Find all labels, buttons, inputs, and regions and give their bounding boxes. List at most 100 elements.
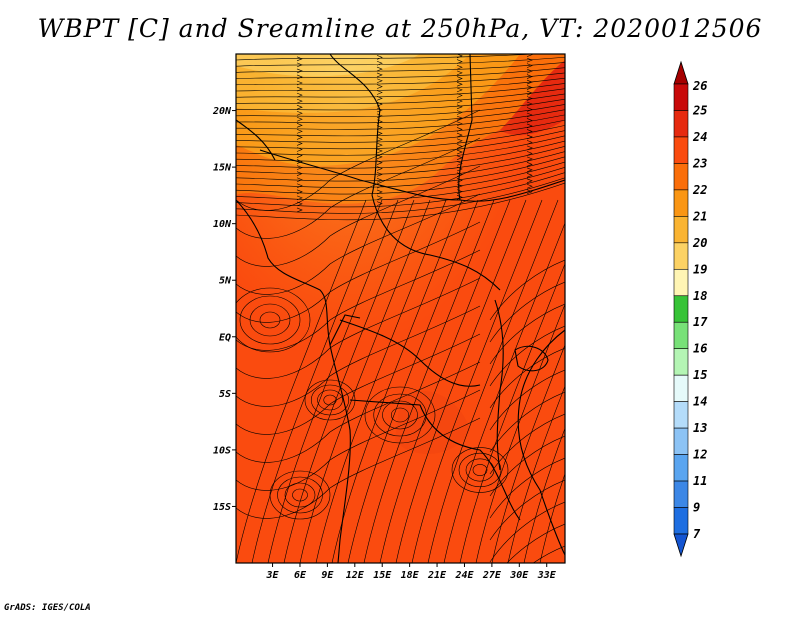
streamline-arrow bbox=[526, 118, 533, 123]
border-sahel bbox=[259, 149, 565, 202]
streamline-arrow bbox=[376, 78, 383, 84]
streamline bbox=[331, 199, 463, 563]
streamline bbox=[489, 413, 565, 475]
streamline bbox=[443, 222, 565, 563]
colorbar-swatch bbox=[673, 136, 689, 164]
colorbar-label: 25 bbox=[692, 103, 707, 117]
colorbar-label: 17 bbox=[693, 315, 708, 329]
streamline-arrow bbox=[376, 166, 383, 171]
colorbar-swatch bbox=[673, 216, 689, 244]
streamline-arrow bbox=[296, 171, 303, 176]
y-tick-label: 10N bbox=[213, 219, 232, 230]
colorbar-swatch bbox=[673, 507, 689, 535]
streamline-arrow bbox=[456, 121, 463, 127]
streamline-arrow bbox=[376, 172, 383, 177]
streamline bbox=[489, 479, 565, 541]
streamline-arrow bbox=[456, 195, 463, 200]
streamline-eddy bbox=[472, 464, 488, 476]
streamline-arrow bbox=[296, 189, 303, 195]
streamline bbox=[236, 182, 565, 221]
colorbar-label: 13 bbox=[693, 421, 707, 435]
x-tick-label: 18E bbox=[401, 570, 420, 581]
borders bbox=[236, 54, 565, 563]
streamline bbox=[236, 67, 565, 79]
streamline-arrow bbox=[376, 60, 383, 66]
x-tick-label: 30E bbox=[509, 570, 529, 581]
streamline bbox=[236, 146, 565, 175]
colorbar-label: 7 bbox=[693, 527, 701, 541]
streamline bbox=[475, 303, 565, 563]
streamline-arrow bbox=[376, 90, 383, 95]
streamline bbox=[236, 93, 565, 111]
streamline-arrow bbox=[376, 96, 383, 101]
streamline-arrow bbox=[296, 129, 303, 134]
streamline-arrow bbox=[526, 145, 533, 151]
map-panel bbox=[236, 54, 565, 563]
streamline-arrow bbox=[526, 156, 533, 162]
streamline bbox=[236, 165, 481, 267]
streamline-arrow bbox=[376, 148, 383, 154]
x-tick-label: 27E bbox=[482, 570, 502, 581]
streamline-arrow bbox=[296, 207, 303, 213]
streamline bbox=[532, 545, 565, 563]
streamline-eddy bbox=[451, 447, 509, 493]
streamline-arrow bbox=[526, 173, 533, 178]
colorbar-label: 12 bbox=[693, 448, 707, 462]
y-tick-label: EQ bbox=[219, 332, 231, 343]
streamline-arrow bbox=[296, 183, 303, 189]
streamline-arrow bbox=[456, 98, 463, 104]
streamline bbox=[507, 385, 565, 563]
streamline-arrow bbox=[376, 142, 383, 148]
streamline bbox=[489, 281, 565, 343]
colorbar-label: 21 bbox=[692, 209, 707, 223]
streamline bbox=[236, 389, 481, 491]
colorbar: 26 25 24 23 22 21 20 19 18 17 16 15 14 13 12 11 9 7 bbox=[673, 60, 708, 558]
streamline-eddy bbox=[317, 389, 343, 411]
streamline bbox=[489, 303, 565, 365]
streamline bbox=[347, 199, 479, 563]
streamline bbox=[539, 472, 565, 563]
streamline bbox=[236, 156, 565, 188]
streamline bbox=[236, 104, 565, 124]
streamline bbox=[236, 193, 481, 295]
colorbar-label: 14 bbox=[693, 395, 707, 409]
streamline bbox=[427, 199, 559, 563]
streamline-arrow bbox=[376, 125, 383, 130]
colorbar-swatch bbox=[673, 189, 689, 217]
streamline-arrow bbox=[526, 162, 533, 167]
streamline bbox=[236, 98, 565, 117]
streamline-arrow bbox=[456, 76, 463, 81]
streamline bbox=[236, 140, 565, 169]
streamline-arrow bbox=[376, 201, 383, 206]
streamline-arrow bbox=[296, 98, 303, 104]
streamline-arrow bbox=[296, 147, 303, 152]
streamline-arrow bbox=[376, 55, 383, 60]
streamline bbox=[236, 305, 481, 407]
colorbar-label: 11 bbox=[693, 474, 707, 488]
streamline-arrow bbox=[456, 64, 463, 70]
colorbar-label: 9 bbox=[693, 501, 700, 515]
streamline bbox=[236, 54, 538, 61]
streamline-eddy bbox=[259, 311, 281, 329]
border-central bbox=[371, 194, 501, 291]
y-axis: 20N 15N 10N 5N EQ 5S 10S 15S bbox=[212, 106, 236, 513]
streamline-arrow bbox=[526, 189, 533, 195]
colorbar-swatch bbox=[673, 427, 689, 455]
streamline bbox=[236, 119, 565, 143]
streamline-arrow bbox=[296, 86, 303, 92]
streamline bbox=[506, 523, 565, 563]
streamline-eddy bbox=[292, 488, 308, 502]
map-frame bbox=[235, 53, 566, 564]
streamline-arrow bbox=[376, 84, 383, 89]
streamline bbox=[251, 199, 383, 563]
streamline bbox=[236, 221, 481, 323]
colorbar-label: 26 bbox=[692, 79, 707, 93]
streamline bbox=[267, 199, 399, 563]
streamline-arrow bbox=[456, 87, 463, 93]
border-north-2 bbox=[458, 54, 473, 201]
streamline-arrow bbox=[456, 104, 463, 110]
streamline bbox=[236, 417, 481, 519]
streamline-arrow bbox=[376, 177, 383, 183]
colorbar-label: 18 bbox=[693, 289, 707, 303]
colorbar-swatch bbox=[673, 268, 689, 297]
